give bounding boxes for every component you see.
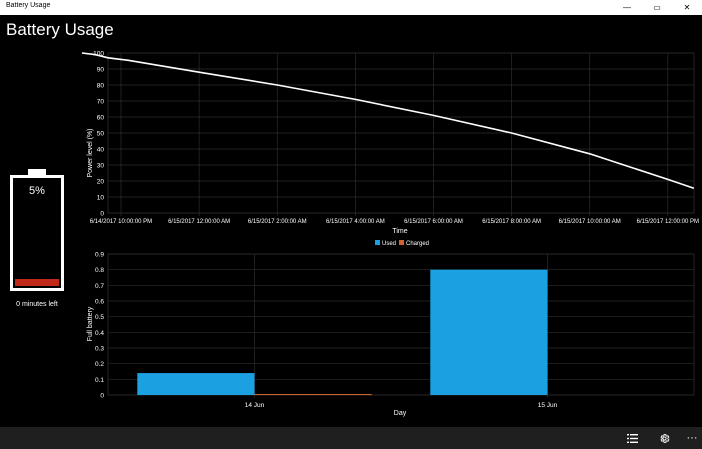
y-tick-label: 0.3	[95, 346, 104, 353]
legend-swatch	[399, 240, 404, 245]
y-tick-label: 0.5	[95, 314, 104, 321]
y-tick-label: 90	[97, 67, 105, 74]
y-tick-label: 70	[97, 99, 105, 106]
y-tick-label: 30	[97, 163, 105, 170]
x-tick-label: 6/15/2017 8:00:00 AM	[482, 219, 541, 225]
window-title-bar: Battery Usage — ▭ ✕	[0, 0, 702, 15]
y-tick-label: 0.4	[95, 330, 104, 337]
list-icon	[626, 433, 638, 443]
battery-icon	[10, 169, 64, 291]
maximize-button[interactable]: ▭	[653, 3, 661, 12]
x-tick-label: 6/15/2017 6:00:00 AM	[404, 219, 463, 225]
x-tick-label: 6/15/2017 10:00:00 AM	[559, 219, 621, 225]
x-tick-label: 15 Jun	[538, 402, 558, 409]
legend-label: Used	[382, 241, 396, 247]
x-tick-label: 6/15/2017 4:00:00 AM	[326, 219, 385, 225]
y-tick-label: 60	[97, 115, 105, 122]
bar-used	[137, 373, 255, 395]
y-tick-label: 0.6	[95, 299, 104, 306]
more-button[interactable]: ···	[686, 432, 698, 444]
page-title: Battery Usage	[6, 20, 114, 39]
legend-label: Charged	[406, 241, 429, 247]
list-button[interactable]	[620, 427, 644, 449]
y-tick-label: 0.2	[95, 361, 104, 368]
minimize-button[interactable]: —	[623, 3, 631, 12]
y-tick-label: 0.8	[95, 267, 104, 274]
x-axis-label: Day	[394, 410, 407, 417]
x-tick-label: 14 Jun	[245, 402, 265, 409]
battery-time-left: 0 minutes left	[16, 301, 58, 308]
y-tick-label: 20	[97, 179, 105, 186]
x-tick-label: 6/15/2017 2:00:00 AM	[248, 219, 307, 225]
y-tick-label: 0	[100, 211, 104, 218]
window-title: Battery Usage	[6, 2, 51, 9]
bar-used	[430, 269, 548, 395]
y-axis-label: Full battery	[87, 306, 94, 341]
y-tick-label: 0.1	[95, 377, 104, 384]
battery-fill	[15, 279, 59, 286]
y-tick-label: 50	[97, 131, 105, 138]
y-tick-label: 0	[100, 393, 104, 400]
x-tick-label: 6/14/2017 10:00:00 PM	[90, 219, 152, 225]
settings-button[interactable]	[652, 427, 676, 449]
bar-charged	[254, 394, 372, 395]
power-level-chart: 0 10 20 30 40 50 60 70 80 90 100 6/14/2017 10:00:0…	[81, 51, 699, 235]
y-tick-label: 0.7	[95, 283, 104, 290]
legend-swatch	[375, 240, 380, 245]
y-tick-label: 40	[97, 147, 105, 154]
y-axis-label: Power level (%)	[87, 128, 94, 177]
y-tick-label: 0.9	[95, 252, 104, 259]
power-level-line	[81, 52, 695, 189]
y-tick-label: 10	[97, 195, 105, 202]
y-tick-label: 100	[93, 51, 104, 58]
gear-icon	[659, 433, 669, 443]
y-tick-label: 80	[97, 83, 105, 90]
bottom-app-bar: ···	[0, 427, 702, 449]
x-axis-label: Time	[392, 228, 407, 235]
battery-usage-bar-chart: Used Charged 0 0.1 0.2 0.3 0.4 0.5 0.6 0.7 0.8 0.9…	[87, 240, 695, 417]
x-tick-label: 6/15/2017 12:00:00 PM	[637, 219, 699, 225]
battery-percent: 5%	[29, 185, 45, 197]
close-button[interactable]: ✕	[683, 3, 691, 12]
x-tick-label: 6/15/2017 12:00:00 AM	[168, 219, 230, 225]
